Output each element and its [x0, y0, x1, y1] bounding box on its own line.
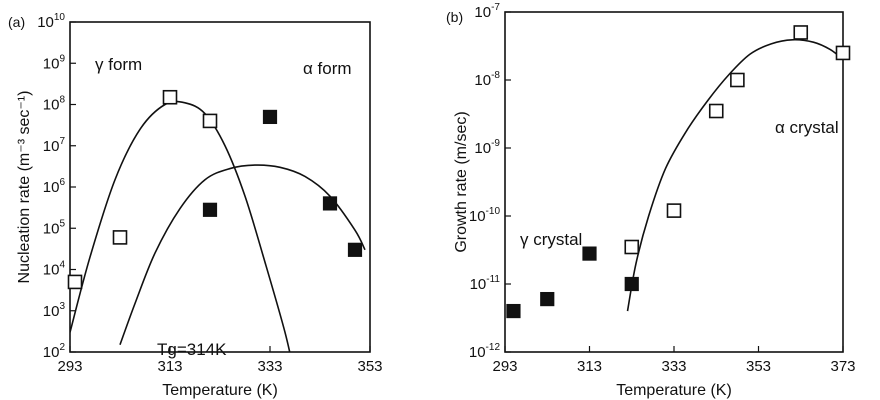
open-square-point — [202, 113, 218, 129]
annotation-gamma-form: γ form — [95, 55, 142, 74]
annotation-gamma-crystal: γ crystal — [520, 230, 582, 249]
x-tick-label: 333 — [257, 358, 282, 375]
filled-square-point — [347, 242, 363, 257]
open-square-point — [708, 103, 724, 119]
y-tick-label: 10-9 — [474, 138, 500, 157]
x-axis-title-b: Temperature (K) — [616, 382, 732, 399]
filled-square-point — [506, 303, 521, 319]
data-points-b — [506, 25, 851, 319]
y-axis-title-b: Growth rate (m/sec) — [453, 111, 470, 252]
open-square-point — [112, 230, 128, 245]
x-tick-label: 353 — [357, 358, 382, 375]
y-tick-label: 1010 — [37, 12, 65, 31]
x-tick-label: 333 — [661, 358, 686, 375]
fit-curve — [626, 38, 843, 312]
x-axis-title-a: Temperature (K) — [162, 382, 278, 399]
y-tick-label: 106 — [43, 177, 66, 196]
annotation-tg: Tg=314K — [157, 340, 227, 359]
open-square-point — [730, 72, 745, 88]
filled-square-point — [322, 196, 338, 211]
filled-square-point — [582, 246, 597, 261]
fit-curves-b — [626, 38, 843, 312]
plot-frame-b — [504, 11, 844, 353]
y-tick-label: 10-7 — [474, 2, 500, 21]
data-points-a — [67, 89, 363, 290]
y-tick-label: 103 — [43, 301, 66, 320]
fit-curve — [70, 100, 291, 352]
filled-square-point — [202, 202, 218, 217]
y-tick-label: 108 — [43, 95, 66, 114]
filled-square-point — [624, 276, 639, 292]
x-tick-label: 373 — [830, 358, 855, 375]
annotation-alpha-crystal: α crystal — [775, 118, 839, 137]
fit-curve — [119, 164, 366, 346]
annotation-alpha-form: α form — [303, 59, 352, 78]
y-tick-label: 109 — [43, 53, 66, 72]
y-tick-label: 104 — [43, 260, 66, 279]
open-square-point — [67, 274, 83, 290]
x-tick-label: 353 — [746, 358, 771, 375]
open-square-point — [666, 203, 682, 218]
x-ticks-b: 293 313 333 353 373 — [492, 346, 856, 375]
y-tick-label: 10-10 — [469, 206, 501, 225]
open-square-point — [624, 239, 640, 255]
x-tick-label: 293 — [57, 358, 82, 375]
panel-label-a: (a) — [8, 14, 25, 30]
y-tick-label: 10-11 — [470, 274, 501, 293]
panel-label-b: (b) — [446, 9, 463, 25]
x-tick-label: 293 — [492, 358, 517, 375]
x-ticks-a: 293 313 333 353 — [57, 346, 383, 375]
y-tick-label: 105 — [43, 218, 66, 237]
open-square-point — [162, 89, 178, 105]
filled-square-point — [540, 291, 555, 307]
x-tick-label: 313 — [157, 358, 182, 375]
x-tick-label: 313 — [577, 358, 602, 375]
y-tick-label: 107 — [43, 136, 66, 155]
open-square-point — [835, 45, 851, 61]
filled-square-point — [262, 109, 278, 125]
open-square-point — [793, 25, 809, 40]
y-tick-label: 10-8 — [474, 70, 500, 89]
y-axis-title-a: Nucleation rate (m⁻³ sec⁻¹) — [16, 91, 33, 284]
